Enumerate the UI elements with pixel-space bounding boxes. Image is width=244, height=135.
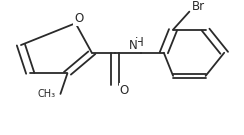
Text: O: O	[74, 12, 84, 25]
Text: N: N	[129, 39, 138, 52]
Text: H: H	[135, 36, 144, 49]
Text: O: O	[120, 84, 129, 97]
Text: CH₃: CH₃	[38, 89, 56, 99]
Text: Br: Br	[192, 0, 205, 13]
